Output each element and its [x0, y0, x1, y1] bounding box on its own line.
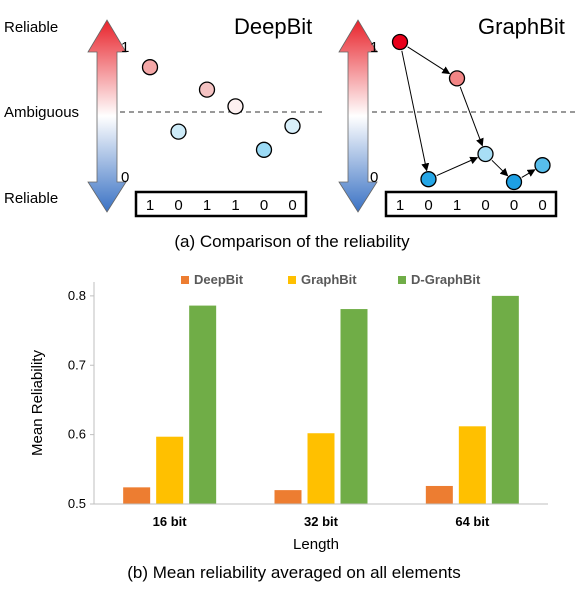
- deepbit-point-4: [227, 98, 244, 115]
- bar-group: [123, 295, 519, 504]
- graphbit-edge-1: [407, 46, 451, 75]
- bar-deepbit-3: [425, 485, 453, 504]
- bar-d-graphbit-1: [189, 305, 217, 504]
- deepbit-title: DeepBit: [234, 14, 312, 39]
- y-tick-label: 0.7: [68, 357, 86, 372]
- graphbit-edge-2: [459, 86, 484, 147]
- bar-d-graphbit-3: [491, 295, 519, 504]
- deepbit-point-6: [284, 117, 301, 135]
- graphbit-bit-4: 0: [481, 197, 489, 214]
- deepbit-point-5: [255, 141, 273, 158]
- legend-swatch-d-graphbit: [398, 276, 406, 284]
- graphbit-code-box: [384, 190, 558, 218]
- x-tick-label: 64 bit: [455, 514, 490, 529]
- bar-graphbit-2: [307, 433, 335, 504]
- deepbit-bit-5: 0: [260, 197, 268, 214]
- deepbit-scale-bottom: 0: [121, 169, 129, 186]
- deepbit-point-1: [141, 59, 159, 76]
- graphbit-scale-bottom: 0: [370, 169, 378, 186]
- graphbit-bit-3: 1: [453, 197, 461, 214]
- panel-b-caption: (b) Mean reliability averaged on all ele…: [127, 563, 461, 582]
- graphbit-edge-6: [521, 169, 536, 178]
- bar-graphbit-3: [458, 426, 486, 504]
- panel-b-chart: DeepBit GraphBit D-GraphBit 0.5 0.6 0.7 0.8 1…: [29, 272, 548, 582]
- graphbit-scale-top: 1: [370, 39, 378, 56]
- y-tick-label: 0.5: [68, 496, 86, 511]
- graphbit-reliability-arrow-icon: [338, 19, 378, 213]
- bar-graphbit-1: [156, 436, 184, 504]
- legend-swatch-graphbit: [288, 276, 296, 284]
- graphbit-point-3: [448, 70, 466, 87]
- graphbit-bit-2: 0: [424, 197, 432, 214]
- deepbit-reliability-arrow-icon: [87, 19, 127, 213]
- reliable-bottom-label: Reliable: [4, 190, 58, 207]
- x-tick-label: 16 bit: [153, 514, 188, 529]
- deepbit-point-2: [170, 123, 187, 140]
- bar-d-graphbit-2: [340, 309, 368, 504]
- panel-a: Reliable Ambiguous Reliable 1 0 DeepBit …: [4, 14, 575, 251]
- legend-label-deepbit: DeepBit: [194, 272, 244, 287]
- graphbit-point-6: [534, 157, 551, 174]
- y-axis: 0.5 0.6 0.7 0.8: [68, 282, 95, 511]
- deepbit-bit-6: 0: [288, 197, 296, 214]
- chart-legend: DeepBit GraphBit D-GraphBit: [181, 272, 481, 287]
- x-axis-label: Length: [293, 536, 339, 553]
- deepbit-point-3: [198, 81, 216, 98]
- graphbit-point-2: [420, 171, 437, 188]
- graphbit-edge-4: [436, 156, 479, 177]
- graphbit-panel: 1 0 GraphBit 1 0 1 0 0 0: [338, 14, 575, 218]
- deepbit-bit-2: 0: [174, 197, 182, 214]
- deepbit-bit-1: 1: [146, 197, 154, 214]
- x-tick-label: 32 bit: [304, 514, 339, 529]
- graphbit-point-1: [391, 33, 409, 51]
- panel-a-caption: (a) Comparison of the reliability: [174, 232, 410, 251]
- graphbit-point-5: [505, 173, 523, 191]
- y-axis-label: Mean Reliability: [29, 350, 46, 456]
- graphbit-title: GraphBit: [478, 14, 565, 39]
- x-axis: 16 bit 32 bit 64 bit: [94, 503, 548, 529]
- legend-label-graphbit: GraphBit: [301, 272, 357, 287]
- ambiguous-label: Ambiguous: [4, 104, 79, 121]
- graphbit-bit-1: 1: [396, 197, 404, 214]
- deepbit-scale-top: 1: [121, 39, 129, 56]
- y-tick-label: 0.6: [68, 427, 86, 442]
- legend-swatch-deepbit: [181, 276, 189, 284]
- deepbit-bit-4: 1: [231, 197, 239, 214]
- graphbit-point-4: [477, 145, 494, 163]
- y-tick-label: 0.8: [68, 288, 86, 303]
- graphbit-bit-5: 0: [510, 197, 518, 214]
- legend-label-d-graphbit: D-GraphBit: [411, 272, 481, 287]
- bar-deepbit-2: [274, 490, 302, 504]
- reliable-top-label: Reliable: [4, 19, 58, 36]
- graphbit-edge-3: [401, 50, 430, 172]
- graphbit-bit-6: 0: [538, 197, 546, 214]
- graphbit-edge-5: [491, 159, 509, 177]
- deepbit-bit-3: 1: [203, 197, 211, 214]
- deepbit-code-box: [134, 190, 308, 218]
- bar-deepbit-1: [123, 487, 151, 504]
